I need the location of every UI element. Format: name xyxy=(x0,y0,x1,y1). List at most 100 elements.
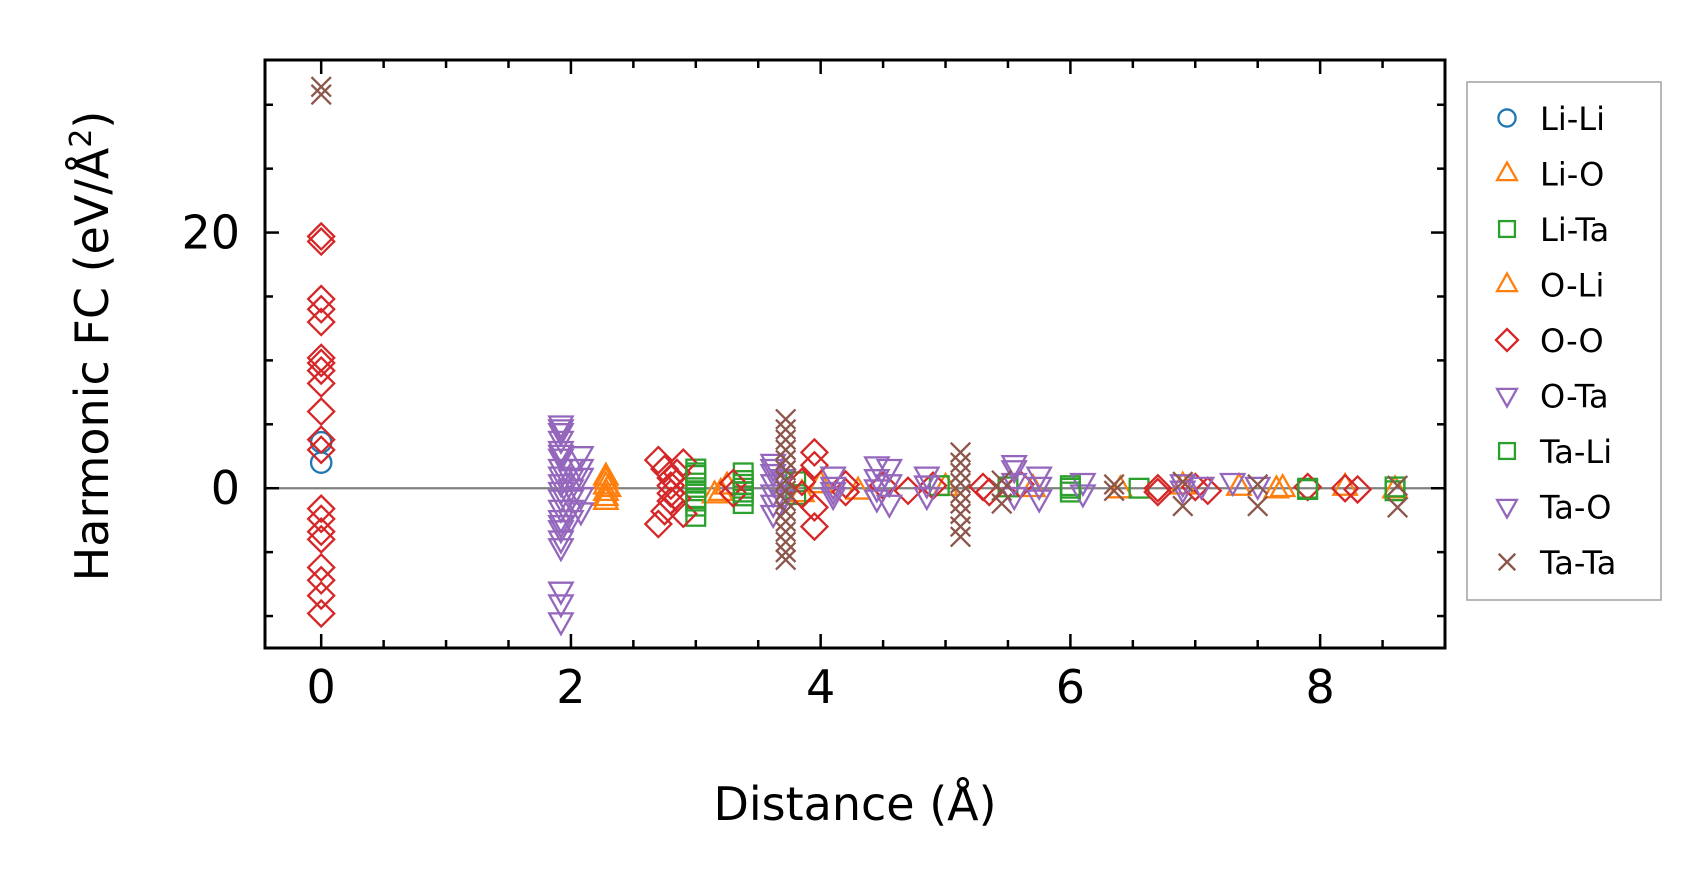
legend-marker-ta-li xyxy=(1497,441,1517,461)
legend-marker-ta-ta xyxy=(1497,552,1517,572)
data-point-ta-li-4 xyxy=(1059,477,1081,499)
data-point-o-o-15 xyxy=(306,524,336,554)
data-point-o-o-35 xyxy=(799,450,830,480)
data-point-o-o-17 xyxy=(306,565,336,595)
legend-entry-o-o: O-O xyxy=(1494,322,1604,360)
data-point-o-o-9 xyxy=(306,396,336,427)
plot-frame xyxy=(263,58,1447,650)
data-point-o-ta-56 xyxy=(1219,472,1247,498)
data-point-o-o-20 xyxy=(643,445,673,475)
x-tick-label: 6 xyxy=(1056,660,1085,714)
legend-entry-li-ta: Li-Ta xyxy=(1497,211,1609,249)
data-point-o-o-37 xyxy=(799,511,830,542)
data-point-ta-ta-26 xyxy=(991,469,1013,492)
legend-entry-ta-ta: Ta-Ta xyxy=(1497,544,1616,582)
data-point-o-ta-35 xyxy=(769,489,797,514)
data-point-o-o-49 xyxy=(1143,477,1173,507)
data-point-o-ta-42 xyxy=(875,458,904,484)
data-point-o-o-48 xyxy=(1143,473,1173,503)
data-point-o-ta-24 xyxy=(567,446,595,471)
data-point-o-ta-34 xyxy=(769,469,797,494)
data-point-ta-ta-11 xyxy=(775,500,797,522)
data-point-o-o-18 xyxy=(306,580,336,611)
data-point-o-o-12 xyxy=(306,494,336,524)
data-point-ta-ta-1 xyxy=(310,83,332,106)
data-point-o-ta-45 xyxy=(913,466,941,491)
y-axis-label-tail: ) xyxy=(65,111,119,129)
data-point-ta-o-2 xyxy=(547,515,575,540)
data-point-ta-li-1 xyxy=(685,490,707,512)
data-point-o-o-8 xyxy=(306,368,336,399)
data-point-ta-ta-5 xyxy=(775,439,797,461)
data-point-ta-li-3 xyxy=(732,481,754,503)
data-point-o-ta-17 xyxy=(547,612,575,637)
data-point-ta-o-6 xyxy=(863,479,891,504)
legend-entry-li-li: Li-Li xyxy=(1497,100,1605,138)
legend-marker-li-o xyxy=(1495,160,1519,182)
data-point-o-li-0 xyxy=(592,461,620,486)
data-point-ta-ta-18 xyxy=(949,452,972,474)
data-point-ta-ta-29 xyxy=(1103,473,1125,495)
data-point-o-o-19 xyxy=(306,598,336,629)
data-point-o-ta-44 xyxy=(875,494,904,519)
data-point-ta-ta-28 xyxy=(991,492,1013,515)
data-point-ta-o-0 xyxy=(547,419,575,444)
data-point-ta-ta-10 xyxy=(775,490,797,512)
data-point-li-o-3 xyxy=(592,481,620,507)
data-point-ta-ta-4 xyxy=(775,429,797,451)
data-point-o-o-53 xyxy=(1330,473,1360,503)
legend-label-o-o: O-O xyxy=(1540,322,1604,360)
data-point-ta-ta-8 xyxy=(775,469,797,492)
data-point-ta-ta-19 xyxy=(949,462,972,484)
data-point-ta-ta-16 xyxy=(775,549,797,571)
y-axis-label-main: Harmonic FC (eV/Å xyxy=(65,147,119,581)
data-point-ta-ta-17 xyxy=(949,441,972,463)
data-point-o-ta-47 xyxy=(1000,460,1028,485)
data-point-o-li-5 xyxy=(1169,470,1197,495)
x-axis-label: Distance (Å) xyxy=(713,777,996,831)
data-point-o-o-16 xyxy=(306,552,336,583)
data-point-o-o-33 xyxy=(718,478,748,508)
data-point-o-ta-51 xyxy=(1025,489,1053,514)
data-point-o-o-23 xyxy=(656,471,686,501)
data-point-o-o-51 xyxy=(1193,476,1223,506)
legend-label-li-li: Li-Li xyxy=(1540,100,1605,138)
data-point-ta-o-9 xyxy=(1025,476,1053,502)
legend-marker-o-ta xyxy=(1495,387,1519,409)
data-point-o-o-2 xyxy=(306,284,336,314)
data-point-o-ta-25 xyxy=(567,458,595,484)
data-point-ta-ta-22 xyxy=(949,492,972,515)
data-point-ta-ta-35 xyxy=(1386,475,1409,497)
data-point-o-o-1 xyxy=(306,226,336,257)
data-point-o-ta-1 xyxy=(547,423,575,448)
data-point-o-li-6 xyxy=(1262,474,1291,499)
legend-label-li-ta: Li-Ta xyxy=(1540,211,1609,249)
legend: Li-Li Li-O Li-Ta O-Li O-O O-Ta Ta-Li Ta-O Ta-Ta xyxy=(1466,81,1662,601)
data-point-ta-ta-24 xyxy=(949,516,972,538)
data-point-ta-o-1 xyxy=(547,444,575,470)
data-point-ta-li-0 xyxy=(685,462,707,484)
data-point-o-ta-55 xyxy=(1187,476,1216,502)
data-point-o-o-43 xyxy=(893,476,923,506)
data-point-o-ta-27 xyxy=(567,502,595,527)
legend-label-ta-li: Ta-Li xyxy=(1539,433,1612,471)
data-point-o-o-27 xyxy=(643,509,673,539)
data-point-ta-ta-12 xyxy=(775,510,797,533)
legend-marker-li-ta xyxy=(1497,219,1517,239)
data-point-o-ta-41 xyxy=(863,489,891,514)
x-tick-label: 0 xyxy=(307,660,336,714)
series-ta-ta xyxy=(310,76,1409,571)
data-point-o-ta-54 xyxy=(1169,474,1197,499)
data-point-ta-ta-7 xyxy=(775,459,797,481)
legend-label-ta-o: Ta-O xyxy=(1539,489,1611,527)
y-tick-label: 0 xyxy=(211,461,240,515)
data-point-li-o-12 xyxy=(1269,472,1297,498)
data-point-o-o-7 xyxy=(306,355,336,386)
legend-label-o-ta: O-Ta xyxy=(1540,378,1609,416)
data-point-ta-ta-30 xyxy=(1103,480,1125,502)
data-point-ta-ta-31 xyxy=(1172,471,1194,493)
data-point-o-o-6 xyxy=(306,348,336,378)
legend-box xyxy=(1466,81,1662,601)
data-point-ta-ta-15 xyxy=(775,541,797,563)
legend-entry-ta-li: Ta-Li xyxy=(1497,433,1612,471)
